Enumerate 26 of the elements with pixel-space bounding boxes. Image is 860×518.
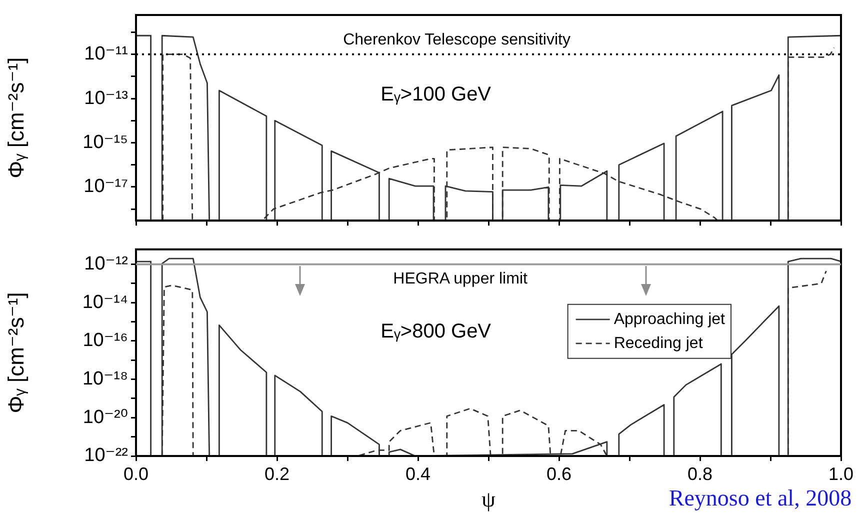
y-axis-title: Φᵧ [cm⁻²s⁻¹] <box>3 292 28 414</box>
annotation: Eᵧ>100 GeV <box>380 84 492 106</box>
y-tick-label: 10⁻¹⁷ <box>84 176 128 198</box>
text: Reynoso et al, 2008 <box>668 485 852 510</box>
y-axis-title: Φᵧ [cm⁻²s⁻¹] <box>3 57 28 178</box>
x-tick-label: 1.0 <box>828 464 854 484</box>
y-tick-label: 10⁻²⁰ <box>82 406 128 428</box>
x-tick-label: 0.0 <box>123 464 149 484</box>
legend-label: Receding jet <box>614 334 704 352</box>
ref-line-label: HEGRA upper limit <box>393 270 528 288</box>
x-axis-title: ψ <box>482 486 496 512</box>
y-tick-label: 10⁻¹¹ <box>84 44 128 65</box>
y-tick-label: 10⁻¹⁴ <box>82 292 128 313</box>
x-tick-label: 0.2 <box>264 464 290 484</box>
x-tick-label: 0.6 <box>546 464 572 484</box>
ref-line-label: Cherenkov Telescope sensitivity <box>343 32 570 49</box>
y-tick-label: 10⁻²² <box>84 445 128 466</box>
y-tick-label: 10⁻¹⁸ <box>82 368 128 390</box>
y-tick-label: 10⁻¹³ <box>84 88 128 109</box>
y-tick-label: 10⁻¹⁵ <box>82 132 128 153</box>
x-tick-label: 0.8 <box>687 464 713 484</box>
x-tick-label: 0.4 <box>405 464 431 484</box>
y-tick-label: 10⁻¹⁶ <box>82 330 128 352</box>
annotation: Eᵧ>800 GeV <box>380 320 492 343</box>
y-tick-label: 10⁻¹² <box>84 254 128 275</box>
legend-label: Approaching jet <box>614 310 726 328</box>
